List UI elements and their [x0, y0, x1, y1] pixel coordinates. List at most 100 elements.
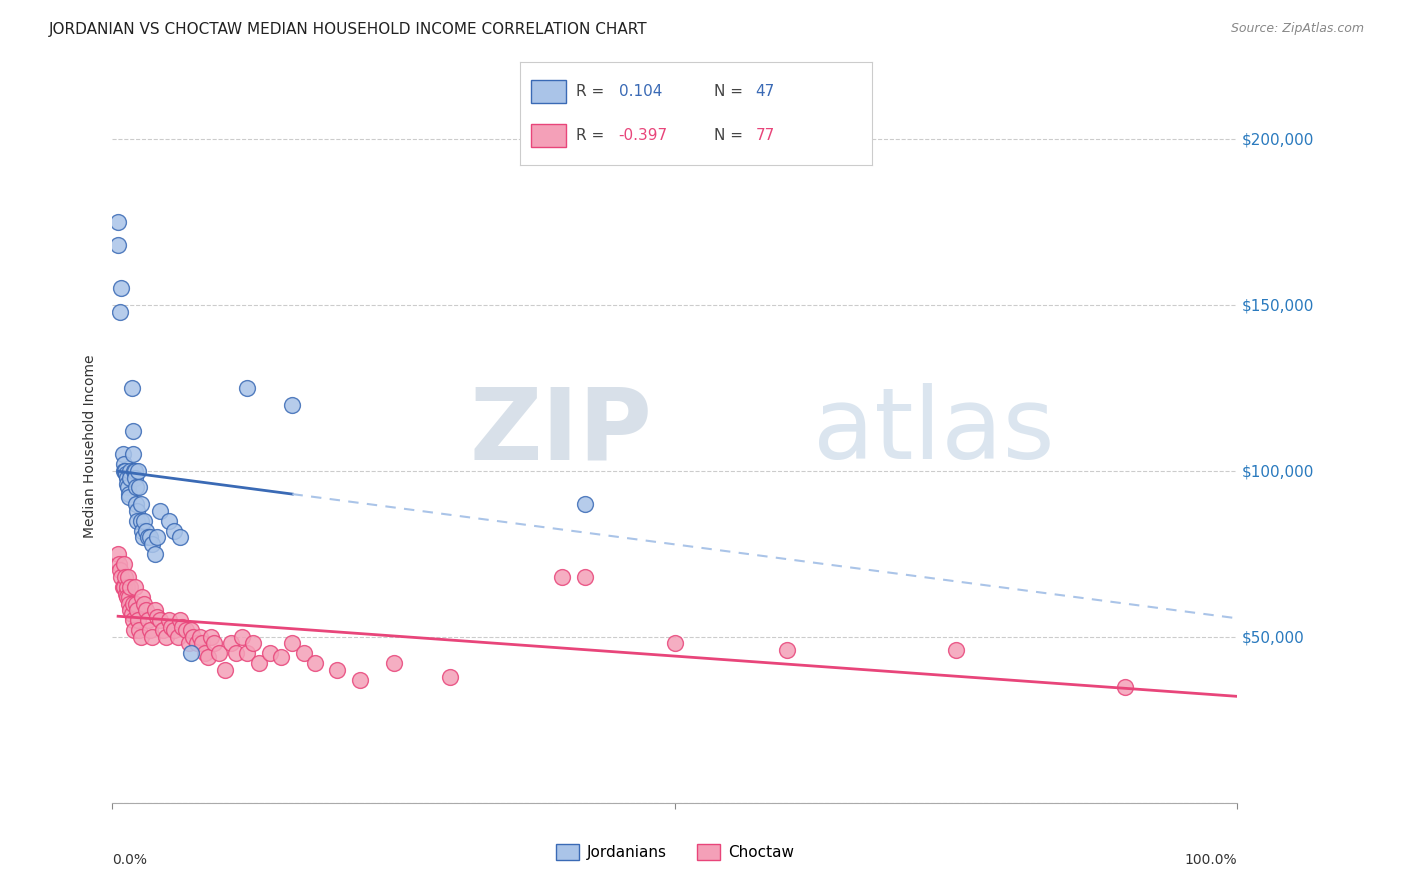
Point: [121, 613, 143, 627]
Point: [118, 487, 141, 501]
Point: [111, 447, 134, 461]
Point: [124, 470, 146, 484]
Point: [128, 481, 150, 495]
Point: [135, 524, 157, 538]
Point: [163, 624, 186, 638]
Legend: Jordanians, Choctaw: Jordanians, Choctaw: [550, 838, 800, 866]
Text: R =: R =: [576, 85, 605, 99]
Point: [127, 464, 149, 478]
Point: [110, 281, 132, 295]
Text: 100.0%: 100.0%: [1185, 853, 1237, 867]
Point: [122, 464, 145, 478]
Text: ZIP: ZIP: [470, 384, 652, 480]
Point: [138, 530, 160, 544]
Point: [174, 624, 197, 638]
Point: [138, 613, 160, 627]
Point: [124, 464, 146, 478]
Point: [146, 610, 169, 624]
Point: [231, 630, 253, 644]
Point: [127, 603, 149, 617]
Point: [107, 215, 129, 229]
Point: [183, 630, 205, 644]
Point: [439, 670, 461, 684]
Point: [132, 514, 155, 528]
Point: [117, 570, 139, 584]
Point: [127, 613, 149, 627]
Point: [120, 470, 142, 484]
Point: [124, 580, 146, 594]
Point: [382, 657, 405, 671]
Text: atlas: atlas: [813, 384, 1054, 480]
Point: [349, 673, 371, 687]
Point: [128, 624, 150, 638]
Point: [157, 514, 180, 528]
Point: [115, 467, 138, 482]
Point: [304, 657, 326, 671]
Point: [225, 647, 247, 661]
Point: [236, 381, 259, 395]
Point: [776, 643, 799, 657]
Point: [160, 620, 183, 634]
Point: [138, 530, 160, 544]
Point: [121, 607, 143, 621]
Point: [574, 497, 596, 511]
Point: [121, 597, 143, 611]
Point: [115, 477, 138, 491]
Point: [219, 636, 242, 650]
Point: [118, 590, 141, 604]
Point: [236, 647, 259, 661]
Point: [188, 630, 211, 644]
Text: Source: ZipAtlas.com: Source: ZipAtlas.com: [1230, 22, 1364, 36]
Text: N =: N =: [714, 85, 742, 99]
Point: [664, 636, 686, 650]
Point: [129, 514, 152, 528]
Point: [242, 636, 264, 650]
Point: [110, 564, 132, 578]
Point: [326, 663, 349, 677]
Point: [121, 447, 143, 461]
Point: [281, 636, 304, 650]
Y-axis label: Median Household Income: Median Household Income: [83, 354, 97, 538]
Text: 47: 47: [756, 85, 775, 99]
Point: [157, 613, 180, 627]
Point: [166, 630, 188, 644]
Point: [125, 497, 148, 511]
Point: [115, 580, 138, 594]
Point: [138, 624, 160, 638]
Point: [120, 464, 142, 478]
Point: [118, 491, 141, 505]
Point: [131, 590, 153, 604]
Point: [112, 580, 135, 594]
Point: [129, 630, 152, 644]
Point: [281, 397, 304, 411]
Point: [115, 587, 138, 601]
Point: [120, 603, 142, 617]
Point: [172, 620, 194, 634]
Point: [143, 547, 166, 561]
Point: [180, 647, 202, 661]
Text: R =: R =: [576, 128, 605, 143]
Point: [132, 530, 155, 544]
Point: [197, 649, 219, 664]
Point: [945, 643, 967, 657]
Point: [114, 464, 136, 478]
Point: [146, 530, 169, 544]
Point: [107, 238, 129, 252]
Point: [112, 464, 135, 478]
Point: [155, 630, 177, 644]
Point: [110, 570, 132, 584]
Point: [135, 603, 157, 617]
Point: [270, 649, 292, 664]
Text: 77: 77: [756, 128, 775, 143]
Point: [202, 636, 225, 650]
FancyBboxPatch shape: [531, 124, 567, 147]
Text: JORDANIAN VS CHOCTAW MEDIAN HOUSEHOLD INCOME CORRELATION CHART: JORDANIAN VS CHOCTAW MEDIAN HOUSEHOLD IN…: [49, 22, 648, 37]
Point: [115, 470, 138, 484]
Point: [177, 636, 200, 650]
Point: [117, 481, 139, 495]
Point: [200, 630, 222, 644]
Point: [121, 424, 143, 438]
Point: [132, 597, 155, 611]
Point: [129, 497, 152, 511]
Point: [107, 547, 129, 561]
